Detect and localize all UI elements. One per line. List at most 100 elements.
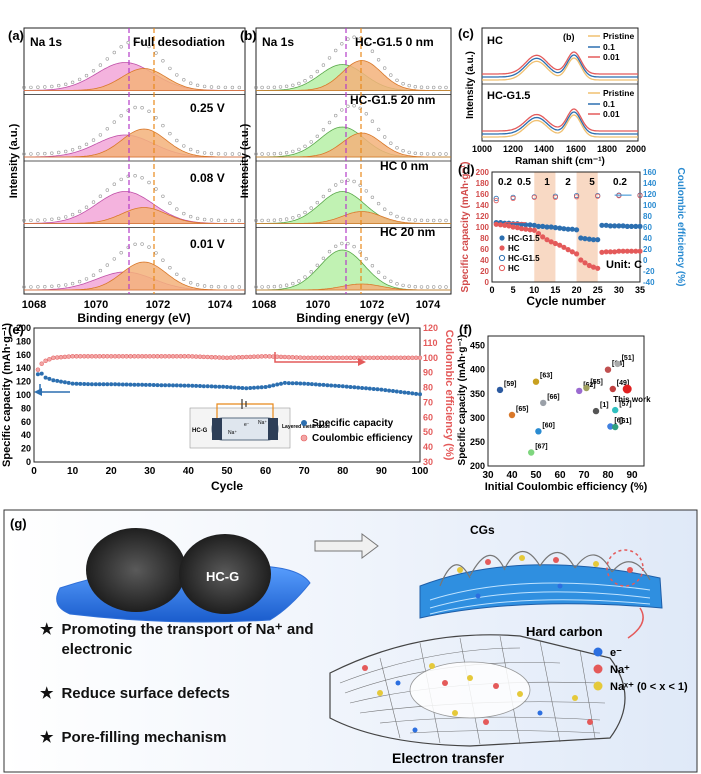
panel-a-raw-point (29, 218, 33, 223)
panel-d-ytick-right: 20 (643, 245, 652, 254)
panel-b-raw-point (370, 264, 375, 268)
panel-g-hard-carbon-label: Hard carbon (526, 624, 603, 639)
panel-c-ylabel: Intensity (a.u.) (465, 51, 476, 119)
panel-b-raw-point (284, 217, 289, 221)
panel-e-capacity-point (360, 386, 365, 390)
panel-f-letter: (f) (459, 322, 472, 337)
panel-d-point (540, 234, 546, 240)
panel-b-raw-point (266, 218, 270, 223)
panel-a-raw-point (223, 85, 228, 90)
panel-e-xtick: 50 (221, 466, 233, 477)
panel-e-ce-point (413, 355, 419, 361)
panel-d-legend-swatch-3 (498, 264, 506, 272)
panel-e-ytick-left: 200 (16, 323, 31, 333)
panel-b-raw-point (309, 140, 313, 144)
panel-a-raw-point (161, 123, 165, 128)
panel-b-raw-point (370, 49, 375, 53)
panel-e-capacity-point (74, 381, 79, 386)
panel-c-bottom-label: HC-G1.5 (487, 90, 530, 102)
panel-b-raw-point (334, 183, 338, 187)
panel-a-state-0: Full desodiation (133, 35, 225, 49)
panel-d-points (493, 192, 643, 271)
panel-a-letter: (a) (8, 28, 24, 43)
panel-e-capacity-point (391, 389, 395, 393)
panel-b-state-3: HC 20 nm (380, 225, 435, 239)
panel-e-inset-anode-cap (212, 418, 222, 440)
panel-d-point (586, 262, 592, 269)
panel-a-state-2: 0.08 V (190, 171, 225, 185)
panel-a-fit-component (24, 128, 245, 158)
panel-e-capacity-point (201, 384, 206, 389)
panel-g-legend-1: Na⁺ (610, 664, 630, 676)
panel-g-ions-top (457, 555, 633, 599)
panel-a-raw-point (195, 216, 200, 221)
panel-e-capacity-point (209, 384, 214, 389)
panel-b-raw-point (413, 84, 417, 89)
panel-a-fit-component (24, 207, 245, 224)
panel-d-ytick-right: 40 (643, 234, 652, 243)
panel-b-raw-point (438, 85, 442, 90)
panel-a-raw-point (175, 73, 179, 77)
panel-d: (d) 0.2 0.5 1 2 5 0.2 HC-G1.5 HC HC-G1.5… (458, 162, 686, 308)
panel-e-capacity-point (47, 376, 52, 381)
panel-b-raw-point (309, 74, 313, 79)
panel-b-raw-point (389, 73, 393, 77)
panel-a-xtick-3: 1074 (208, 299, 233, 311)
panel-d-ytick-right: 60 (643, 223, 652, 232)
panel-d-ytick-left: 140 (476, 201, 490, 210)
panel-e-capacity-point (375, 387, 380, 392)
panel-a-raw-point (223, 218, 228, 223)
panel-e-capacity-point (128, 382, 133, 387)
panel-d-ytick-right: 160 (643, 168, 657, 177)
panel-a-raw-point (133, 39, 137, 43)
panel-b-raw-point (395, 78, 399, 83)
panel-g-cg-arcs (439, 550, 651, 587)
panel-c-legend-top-2: 0.01 (603, 52, 620, 62)
panel-a-raw-point (168, 201, 172, 205)
panel-c-series-0.1 (482, 111, 638, 135)
panel-e-capacity-point (43, 375, 48, 380)
panel-b-raw-point (254, 285, 258, 289)
panel-e-ce-point (205, 354, 210, 360)
panel-a-raw-point (189, 281, 193, 285)
panel-d-point (573, 194, 580, 200)
panel-d-point (531, 222, 537, 228)
panel-a-raw-point (77, 209, 82, 214)
panel-e-arrowhead-capacity (34, 388, 42, 396)
panel-d-point (637, 248, 643, 254)
panel-e-capacity-point (221, 384, 226, 389)
panel-a-raw-point (29, 152, 33, 156)
panel-d-point (493, 198, 499, 204)
panel-a-raw-point (22, 85, 26, 90)
panel-d-legend-swatch-1 (499, 245, 505, 251)
panel-a-raw-point (56, 150, 61, 155)
panel-b-raw-point (284, 283, 289, 287)
panel-a-raw-point (98, 268, 103, 273)
panel-a-raw-point (140, 176, 144, 180)
panel-b-raw-point (413, 218, 417, 222)
panel-a-raw-point (50, 217, 54, 222)
panel-b-raw-point (425, 285, 430, 289)
panel-e-ce-point (379, 355, 384, 361)
panel-f-point (535, 428, 542, 435)
panel-b-raw-point (309, 206, 313, 210)
panel-b-element: Na 1s (262, 35, 294, 49)
panel-e-ce-point (201, 354, 207, 360)
panel-b-raw-point (432, 218, 436, 223)
panel-b-raw-point (327, 188, 332, 193)
panel-a-raw-point (22, 285, 26, 289)
panel-d-ytick-right: -40 (643, 278, 655, 287)
panel-b-fit-component (256, 211, 451, 224)
panel-d-ytick-left: 60 (480, 245, 489, 254)
panel-d-point (603, 249, 609, 255)
panel-d-point (493, 221, 499, 227)
panel-e-ce-point (224, 355, 230, 361)
panel-e-capacity-point (225, 385, 229, 389)
panel-e-ce-point (97, 354, 102, 359)
panel-e-ytick-left: 60 (21, 417, 31, 427)
panel-f-point-label: [63] (540, 373, 552, 380)
panel-a-raw-point (140, 105, 144, 110)
panel-a-raw-point (223, 152, 228, 156)
panel-f-point-label: [1] (600, 402, 609, 409)
panel-a-raw-point (77, 145, 82, 150)
